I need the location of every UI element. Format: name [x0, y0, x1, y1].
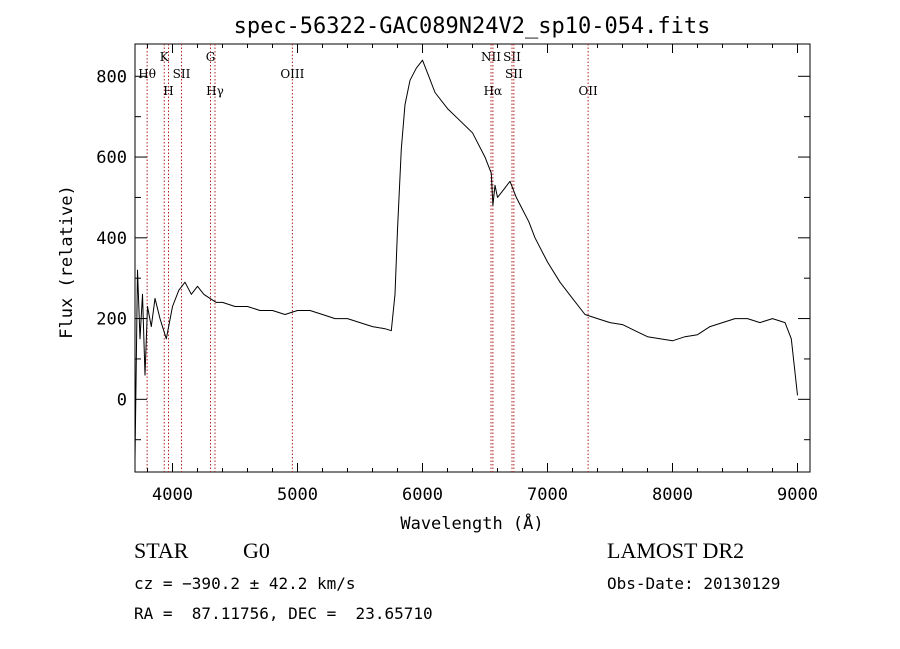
axis-ticks: 4000 5000 6000 7000 8000 9000 0 200 400 600 800 [96, 44, 818, 505]
coordinates: RA = 87.11756, DEC = 23.65710 [134, 604, 433, 623]
y-axis-label: Flux (relative) [57, 185, 77, 339]
y-tick-label: 800 [96, 67, 127, 87]
series-layer [134, 59, 798, 460]
spectral-line-label: OIII [280, 67, 304, 81]
spectral-line-label: SII [505, 67, 523, 81]
spectral-subclass: G0 [243, 538, 270, 563]
chart-title: spec-56322-GAC089N24V2_sp10-054.fits [234, 14, 711, 39]
spectral-line-label: H [163, 84, 173, 98]
spectrum-line [134, 59, 798, 460]
plot-frame [134, 43, 811, 473]
spectral-line-label: Hα [484, 84, 503, 98]
survey-name: LAMOST DR2 [607, 538, 745, 563]
y-tick-label: 600 [96, 148, 127, 168]
y-tick-label: 400 [96, 229, 127, 249]
redshift-velocity: cz = −390.2 ± 42.2 km/s [134, 574, 356, 593]
x-tick-label: 5000 [277, 485, 318, 505]
spectral-line-label: Hθ [138, 67, 156, 81]
x-tick-label: 6000 [402, 485, 443, 505]
x-tick-label: 7000 [527, 485, 568, 505]
x-tick-label: 9000 [777, 485, 818, 505]
y-tick-label: 0 [117, 390, 127, 410]
y-tick-label: 200 [96, 310, 127, 330]
observation-date: Obs-Date: 20130129 [607, 574, 781, 593]
spectral-line-label: SII [503, 50, 521, 64]
spectral-line-label: SII [173, 67, 191, 81]
spectral-line-label: Hγ [206, 84, 224, 98]
x-axis-label: Wavelength (Å) [400, 512, 543, 534]
spectral-line-label: OII [578, 84, 598, 98]
x-tick-label: 4000 [152, 485, 193, 505]
object-type: STAR [134, 538, 189, 563]
spectral-line-label: G [206, 50, 216, 64]
spectral-line-label: K [160, 50, 170, 64]
x-tick-label: 8000 [652, 485, 693, 505]
spectral-line-label: NII [481, 50, 501, 64]
